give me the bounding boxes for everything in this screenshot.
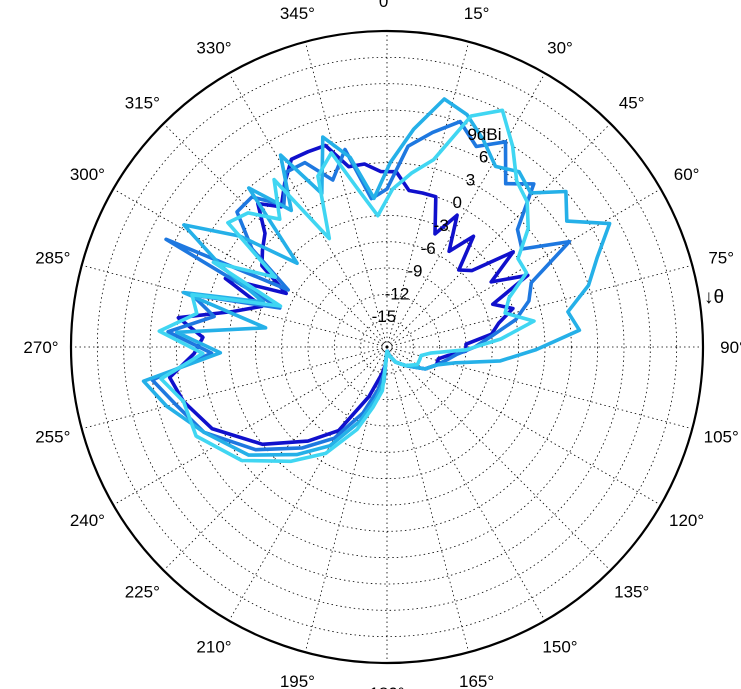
angle-tick-label: 120° bbox=[669, 511, 704, 530]
grid-spoke bbox=[113, 346, 388, 506]
grid-circle bbox=[333, 293, 441, 401]
grid-circle bbox=[149, 109, 625, 585]
angle-tick-label: 135° bbox=[614, 583, 649, 602]
radial-tick-label: 0 bbox=[453, 193, 462, 212]
grid-spoke bbox=[386, 346, 470, 653]
grid-spoke bbox=[113, 188, 388, 348]
grid-spoke bbox=[81, 264, 388, 348]
series-lines bbox=[141, 97, 612, 464]
radial-tick-label: 6 bbox=[479, 148, 488, 167]
radial-tick-label: -9 bbox=[407, 262, 422, 281]
series-line-2 bbox=[150, 119, 572, 452]
angle-tick-label: 15° bbox=[464, 4, 490, 23]
grid-spoke bbox=[163, 123, 388, 348]
outer-boundary bbox=[69, 29, 705, 665]
radial-tick-label: -12 bbox=[385, 284, 410, 303]
angle-tick-label: 105° bbox=[704, 428, 739, 447]
angle-tick-label: 240° bbox=[70, 511, 105, 530]
grid-circle bbox=[96, 56, 678, 638]
grid-spoke bbox=[386, 73, 546, 348]
angle-tick-label: 270° bbox=[23, 338, 58, 357]
grid-spoke bbox=[386, 346, 611, 571]
radial-tick-label: 3 bbox=[466, 170, 475, 189]
theta-axis-label: ↓θ bbox=[704, 287, 724, 308]
angle-tick-label: 180° bbox=[369, 684, 404, 689]
grid-spoke bbox=[304, 346, 388, 653]
grid-spoke bbox=[386, 346, 693, 430]
angle-tick-label: 225° bbox=[125, 583, 160, 602]
angle-tick-label: 150° bbox=[542, 638, 577, 657]
grid-spoke bbox=[386, 346, 661, 506]
grid-spoke bbox=[163, 346, 388, 571]
angle-tick-label: 165° bbox=[459, 672, 494, 689]
angle-tick-label: 90° bbox=[720, 338, 741, 357]
angle-tick-label: 315° bbox=[125, 93, 160, 112]
angle-tick-label: 45° bbox=[619, 93, 645, 112]
grid-spoke bbox=[81, 346, 388, 430]
grid-circle bbox=[175, 135, 599, 559]
series-line-4 bbox=[157, 108, 536, 464]
series-line-1 bbox=[167, 143, 530, 447]
grid-spoke bbox=[386, 123, 611, 348]
angle-tick-label: 285° bbox=[35, 248, 70, 267]
grid-circle bbox=[360, 320, 414, 374]
angle-tick-label: 30° bbox=[547, 38, 573, 57]
grid-spoke bbox=[304, 41, 388, 348]
grid-spoke bbox=[386, 346, 546, 621]
radial-tick-label: -15 bbox=[372, 307, 397, 326]
grid-circle bbox=[123, 83, 651, 611]
angle-tick-label: 75° bbox=[708, 248, 734, 267]
grid-spoke bbox=[228, 73, 388, 348]
radial-tick-label: 9dBi bbox=[467, 125, 501, 144]
polar-grid bbox=[71, 31, 703, 663]
grid-circle bbox=[281, 241, 493, 453]
angle-tick-labels: 0° 15° 30° 45° 60° 75° 90° 105° 120° 135° 150° 165°… bbox=[23, 0, 741, 689]
radial-tick-label: -6 bbox=[421, 239, 436, 258]
grid-circle bbox=[202, 162, 572, 532]
grid-spoke bbox=[228, 346, 388, 621]
angle-tick-label: 300° bbox=[70, 165, 105, 184]
angle-tick-label: 255° bbox=[35, 428, 70, 447]
grid-spoke bbox=[386, 264, 693, 348]
angle-tick-label: 345° bbox=[280, 4, 315, 23]
angle-tick-label: 60° bbox=[674, 165, 700, 184]
angle-tick-label: 330° bbox=[196, 38, 231, 57]
angle-tick-label: 195° bbox=[280, 672, 315, 689]
angle-tick-label: 0° bbox=[379, 0, 395, 11]
angle-tick-label: 210° bbox=[196, 638, 231, 657]
radial-tick-label: -3 bbox=[434, 216, 449, 235]
series-line-3 bbox=[141, 97, 612, 457]
